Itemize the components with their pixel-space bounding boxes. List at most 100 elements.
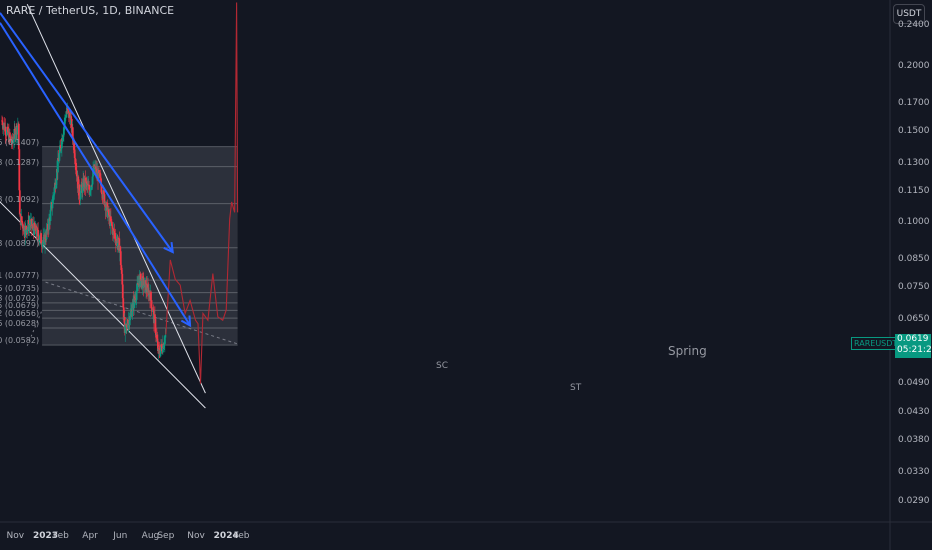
candle-body — [49, 209, 52, 221]
candle-body — [45, 229, 48, 240]
candle-body — [37, 230, 40, 237]
candle-body — [57, 158, 59, 173]
fib-level-label: 3.618 (0.1287) — [0, 157, 40, 167]
bar-countdown: 05:21:25 — [897, 345, 932, 355]
candle-body — [53, 187, 56, 195]
candle-body — [131, 311, 134, 317]
candle-body — [90, 185, 93, 187]
candle-body — [143, 280, 146, 286]
candle-body — [67, 110, 70, 112]
candle-body — [28, 224, 31, 230]
trend-line — [26, 3, 206, 394]
candle-body — [129, 312, 132, 321]
candle-body — [101, 192, 103, 195]
candle-body — [106, 202, 108, 204]
price-tick: 0.1300 — [898, 158, 930, 169]
candle-body — [85, 181, 88, 184]
candle-body — [94, 167, 96, 169]
candle-body — [147, 284, 149, 288]
candle-body — [64, 117, 67, 118]
candle-body — [44, 234, 47, 240]
candle-body — [163, 343, 166, 346]
candle-body — [14, 130, 17, 139]
price-tick: 0.0330 — [898, 466, 930, 477]
candle-body — [40, 242, 43, 245]
time-tick: Sep — [157, 531, 175, 541]
candle-body — [71, 127, 74, 138]
candle-body — [110, 221, 113, 226]
candle-body — [39, 234, 41, 240]
candle-body — [103, 194, 106, 205]
candle-body — [133, 296, 136, 300]
candle-body — [11, 136, 14, 142]
time-tick: Feb — [52, 531, 69, 541]
candle-body — [26, 229, 29, 234]
candle-body — [4, 126, 7, 135]
candle-body — [97, 170, 100, 181]
candle-body — [2, 125, 5, 129]
candle-body — [35, 225, 38, 234]
candle-body — [30, 218, 33, 227]
candle-body — [105, 207, 107, 211]
price-tick: 0.1700 — [898, 98, 930, 109]
candle-body — [117, 237, 120, 239]
time-tick: Nov — [187, 531, 205, 541]
candle-body — [121, 284, 124, 299]
projection-path — [165, 2, 239, 384]
symbol-label: RAREUSDT — [851, 337, 901, 350]
price-tick: 0.1000 — [898, 217, 930, 228]
candle-body — [157, 348, 160, 352]
candle-body — [157, 341, 159, 352]
price-tick: 0.2400 — [898, 20, 930, 31]
candle-body — [160, 346, 163, 352]
candle-body — [99, 173, 101, 177]
candle-body — [73, 142, 76, 154]
candle-body — [116, 243, 119, 246]
price-tick: 0.0750 — [898, 282, 930, 293]
candle-body — [142, 277, 145, 288]
candle-body — [146, 284, 149, 293]
candle-body — [42, 241, 44, 244]
fib-level-label: 0.5 (0.0679) — [0, 301, 40, 311]
candle-body — [23, 225, 26, 235]
candle-body — [32, 224, 35, 229]
candle-body — [80, 184, 83, 191]
candle-body — [58, 145, 61, 154]
candle-body — [119, 247, 122, 252]
time-tick: 2024 — [213, 531, 239, 541]
candle-body — [56, 168, 58, 181]
candle-body — [87, 183, 90, 186]
candle-body — [117, 237, 120, 244]
candle-body — [162, 345, 165, 348]
candle-body — [58, 153, 61, 161]
candle-body — [12, 139, 15, 142]
candle-body — [47, 224, 49, 230]
candle-body — [148, 291, 151, 296]
candle-body — [47, 229, 50, 231]
candle-body — [55, 180, 58, 185]
fib-level-label: 0.786 (0.0735) — [0, 283, 40, 293]
candle-body — [38, 239, 41, 242]
fib-level-label: 0.382 (0.0656) — [0, 309, 40, 319]
candle-body — [31, 226, 34, 227]
fib-level-label: 0.236 (0.0628) — [0, 318, 40, 328]
candle-body — [108, 209, 110, 217]
candle-body — [112, 228, 115, 231]
candle-body — [134, 298, 137, 301]
candle-body — [127, 323, 130, 329]
candle-body — [79, 198, 82, 200]
candle-body — [13, 129, 16, 140]
currency-unit-button[interactable]: USDT — [893, 4, 925, 24]
candle-body — [124, 324, 127, 334]
candle-body — [59, 145, 62, 149]
candle-body — [58, 160, 60, 162]
candle-body — [65, 111, 68, 113]
st-label: ST — [570, 383, 582, 393]
candle-body — [115, 240, 118, 244]
price-tick: 0.0490 — [898, 377, 930, 388]
fib-level-label: 1 (0.0777) — [0, 271, 40, 281]
candle-body — [159, 344, 162, 351]
candle-body — [89, 190, 92, 192]
candle-body — [38, 239, 41, 241]
